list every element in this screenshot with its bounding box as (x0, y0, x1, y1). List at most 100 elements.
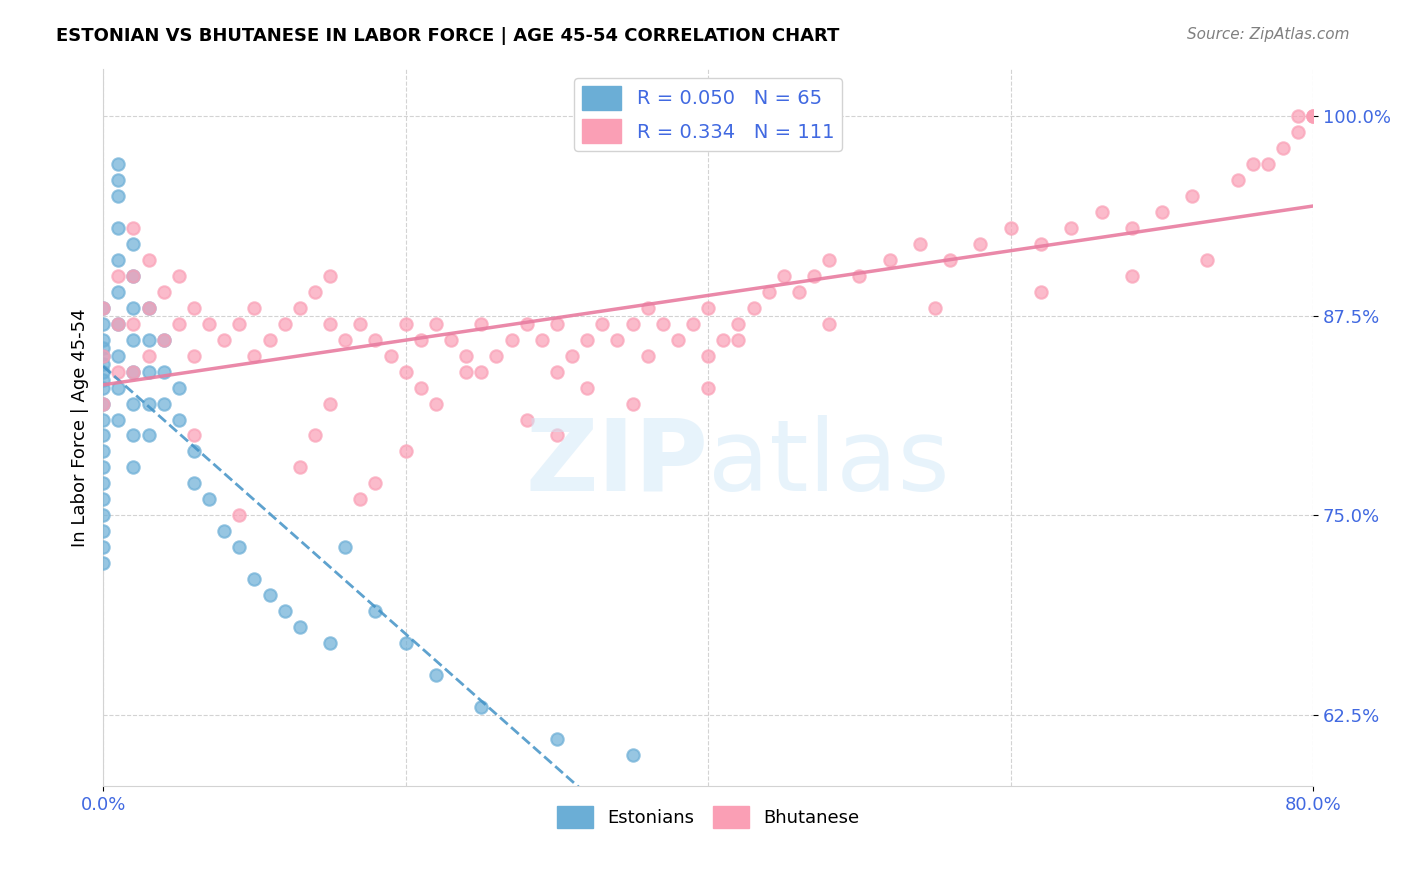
Point (91, 373, 114, 387)
Point (1241, 157, 1264, 171)
Point (1181, 189, 1204, 203)
Point (122, 428, 145, 442)
Y-axis label: In Labor Force | Age 45-54: In Labor Force | Age 45-54 (72, 309, 89, 547)
Point (122, 268, 145, 283)
Point (395, 636, 418, 650)
Point (122, 365, 145, 379)
Point (122, 221, 145, 235)
Point (152, 333, 174, 347)
Point (546, 731, 568, 746)
Point (349, 317, 371, 331)
Point (1000, 221, 1022, 235)
Point (183, 428, 205, 442)
Point (152, 396, 174, 410)
Point (818, 317, 841, 331)
Point (697, 349, 720, 363)
Point (969, 237, 991, 252)
Point (243, 349, 266, 363)
Point (319, 636, 342, 650)
Point (456, 349, 478, 363)
Point (501, 333, 523, 347)
Point (697, 381, 720, 395)
Point (727, 333, 749, 347)
Point (621, 396, 644, 410)
Point (107, 317, 129, 331)
Point (516, 317, 538, 331)
Point (319, 268, 342, 283)
Point (107, 157, 129, 171)
Point (152, 333, 174, 347)
Point (138, 396, 160, 410)
Point (516, 412, 538, 426)
Point (456, 365, 478, 379)
Point (107, 268, 129, 283)
Point (228, 508, 250, 523)
Point (107, 412, 129, 426)
Point (243, 301, 266, 315)
Point (1121, 221, 1143, 235)
Point (167, 317, 190, 331)
Point (122, 237, 145, 252)
Point (122, 365, 145, 379)
Point (107, 221, 129, 235)
Point (91, 460, 114, 475)
Point (546, 365, 568, 379)
Text: atlas: atlas (709, 415, 950, 512)
Point (91, 396, 114, 410)
Point (787, 285, 810, 299)
Point (546, 317, 568, 331)
Point (122, 301, 145, 315)
Point (924, 301, 946, 315)
Point (818, 252, 841, 267)
Point (637, 301, 659, 315)
Point (91, 524, 114, 539)
Point (212, 524, 235, 539)
Point (727, 317, 749, 331)
Point (107, 173, 129, 187)
Point (91, 540, 114, 554)
Point (1302, 109, 1324, 123)
Point (138, 301, 160, 315)
Point (167, 412, 190, 426)
Point (91, 444, 114, 458)
Point (319, 317, 342, 331)
Point (259, 333, 281, 347)
Point (333, 540, 356, 554)
Point (333, 333, 356, 347)
Point (1286, 125, 1309, 139)
Point (546, 428, 568, 442)
Point (380, 349, 402, 363)
Point (91, 341, 114, 355)
Point (273, 604, 295, 618)
Point (198, 492, 221, 507)
Point (138, 428, 160, 442)
Point (758, 285, 780, 299)
Point (91, 412, 114, 426)
Point (1257, 157, 1279, 171)
Point (138, 349, 160, 363)
Point (273, 317, 295, 331)
Point (243, 572, 266, 586)
Point (228, 540, 250, 554)
Point (107, 285, 129, 299)
Point (409, 381, 432, 395)
Point (576, 381, 599, 395)
Point (91, 301, 114, 315)
Point (91, 556, 114, 570)
Point (91, 349, 114, 363)
Point (440, 333, 463, 347)
Point (91, 349, 114, 363)
Point (122, 268, 145, 283)
Point (152, 365, 174, 379)
Point (395, 444, 418, 458)
Point (122, 396, 145, 410)
Point (1090, 205, 1112, 219)
Point (107, 252, 129, 267)
Point (183, 349, 205, 363)
Point (1197, 252, 1219, 267)
Legend: Estonians, Bhutanese: Estonians, Bhutanese (550, 798, 866, 835)
Point (122, 460, 145, 475)
Point (138, 333, 160, 347)
Point (364, 604, 387, 618)
Point (1272, 141, 1295, 155)
